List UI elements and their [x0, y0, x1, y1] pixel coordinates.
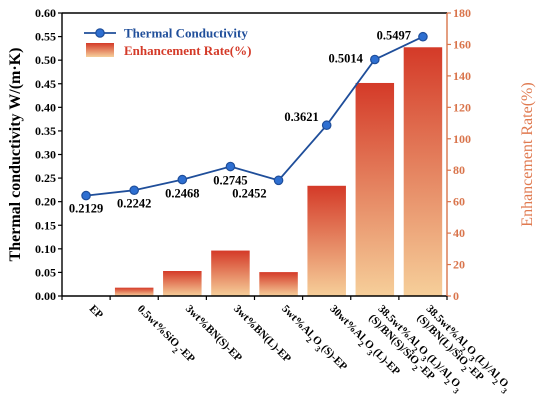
axis-titles: Thermal conductivity W/(m·K) Enhancement …: [7, 48, 536, 262]
conductivity-point: [177, 174, 188, 185]
bar-5: [307, 185, 346, 296]
conductivity-data-label: 0.2242: [117, 196, 151, 210]
y2-tick-label: 180: [453, 6, 471, 20]
conductivity-data-label: 0.3621: [284, 110, 318, 124]
conductivity-line: [85, 35, 424, 197]
conductivity-point: [370, 54, 380, 65]
bar-series: [114, 47, 443, 296]
conductivity-data-label: 0.2745: [213, 174, 247, 188]
y-tick-label: 0.25: [35, 171, 56, 185]
x-tick-label-line: 38.5wt%Al2O3(L)/Al2O3: [421, 303, 513, 395]
y-tick-label: 0.55: [35, 30, 56, 44]
legend-marker-swatch: [95, 28, 105, 38]
y-tick-label: 0.60: [35, 6, 56, 20]
bar-3: [211, 250, 250, 296]
conductivity-data-label: 0.2468: [165, 187, 199, 201]
y2-tick-label: 0: [453, 289, 459, 303]
y-tick-label: 0.05: [35, 265, 56, 279]
bar-2: [163, 271, 202, 296]
bar-6: [355, 82, 395, 296]
conductivity-data-label: 0.5497: [377, 29, 411, 43]
conductivity-point: [225, 161, 236, 172]
y2-tick-label: 160: [453, 37, 471, 51]
conductivity-data-label: 0.2452: [232, 186, 266, 200]
y-tick-label: 0.45: [35, 77, 56, 91]
conductivity-point: [129, 185, 139, 196]
conductivity-point: [418, 31, 428, 42]
conductivity-point: [321, 120, 332, 131]
y2-tick-label: 80: [453, 163, 465, 177]
y-tick-label: 0.00: [35, 289, 56, 303]
y-tick-label: 0.30: [35, 148, 56, 162]
conductivity-data-label: 0.2129: [69, 202, 103, 216]
y-tick-label: 0.40: [35, 100, 56, 114]
y-tick-label: 0.35: [35, 124, 56, 138]
bar-1: [114, 287, 154, 296]
legend-label-enhancement: Enhancement Rate(%): [124, 43, 251, 58]
y2-tick-label: 100: [453, 132, 471, 146]
legend-bar-swatch: [86, 43, 114, 57]
bar-7: [403, 47, 443, 296]
y-tick-label: 0.20: [35, 195, 56, 209]
y2-tick-label: 140: [453, 69, 471, 83]
x-tick-label: EP: [87, 303, 106, 322]
y2-tick-label: 20: [453, 258, 465, 272]
legend: Thermal Conductivity Enhancement Rate(%): [84, 26, 251, 58]
y2-tick-label: 60: [453, 195, 465, 209]
y2-axis-title: Enhancement Rate(%): [519, 82, 536, 226]
bar-4: [259, 272, 298, 296]
y2-tick-label: 120: [453, 100, 471, 114]
conductivity-data-label: 0.5014: [328, 52, 363, 66]
y-axis-title: Thermal conductivity W/(m·K): [7, 48, 24, 262]
y2-tick-label: 40: [453, 226, 465, 240]
y-tick-label: 0.15: [35, 218, 56, 232]
x-tick-label-line: EP: [87, 303, 106, 322]
line-series: [81, 31, 428, 201]
legend-label-conductivity: Thermal Conductivity: [124, 26, 248, 41]
y-tick-label: 0.10: [35, 242, 56, 256]
conductivity-point: [81, 190, 91, 201]
y-tick-label: 0.50: [35, 53, 56, 67]
conductivity-point: [273, 175, 284, 186]
